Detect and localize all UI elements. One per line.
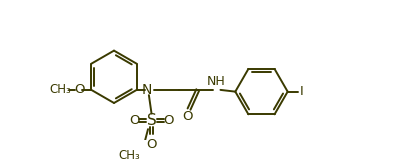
Text: CH₃: CH₃ [49,83,71,96]
Text: O: O [130,114,140,127]
Text: I: I [300,85,304,98]
Text: CH₃: CH₃ [118,149,140,160]
Text: S: S [147,113,156,128]
Text: O: O [164,114,174,127]
Text: O: O [146,138,157,151]
Text: NH: NH [207,75,226,88]
Text: O: O [182,110,192,124]
Text: N: N [142,83,152,97]
Text: O: O [74,83,84,96]
